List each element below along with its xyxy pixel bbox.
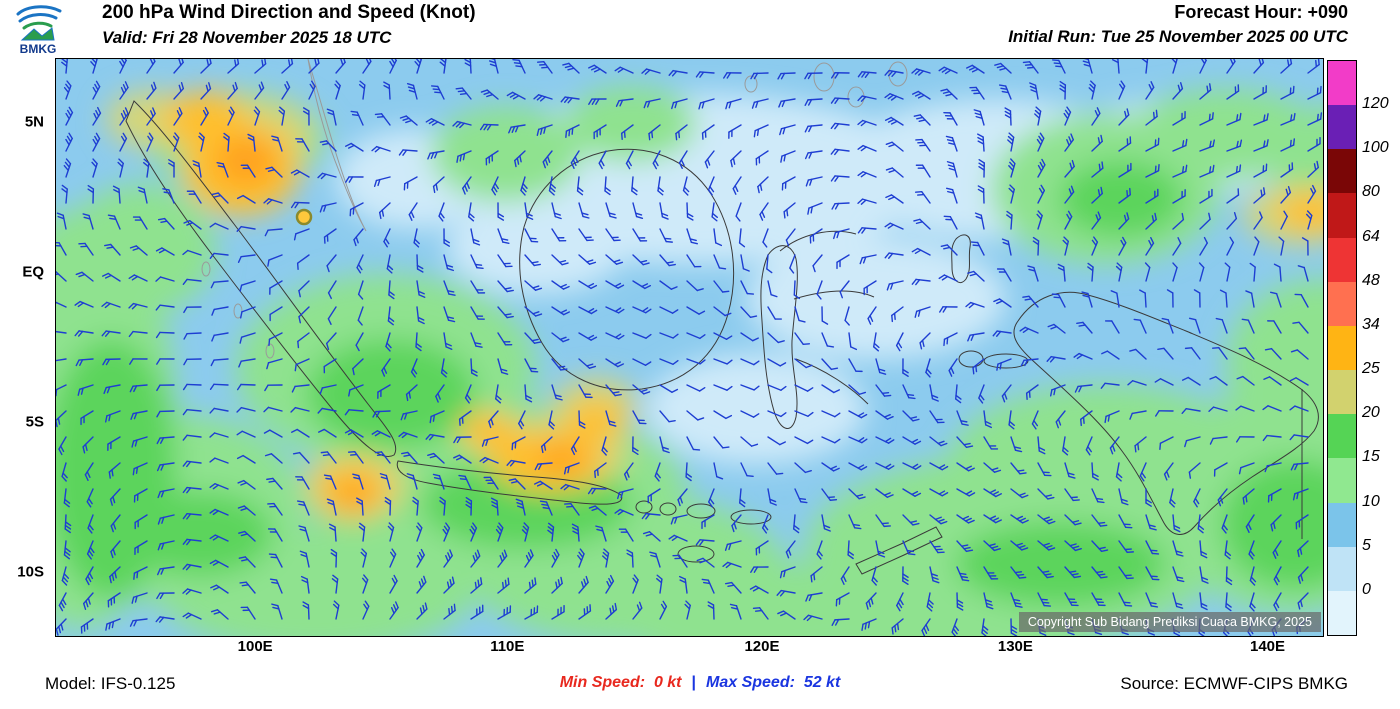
colorbar-cell [1328, 237, 1356, 282]
colorbar-cell [1328, 502, 1356, 547]
bmkg-logo-text: BMKG [20, 42, 57, 56]
bmkg-logo-icon: BMKG [16, 5, 62, 56]
colorbar-cell [1328, 458, 1356, 503]
colorbar-cell [1328, 149, 1356, 194]
colorbar-cell [1328, 281, 1356, 326]
colorbar-cell [1328, 590, 1356, 636]
colorbar-tick-label: 100 [1362, 139, 1389, 157]
lon-label: 140E [1249, 638, 1286, 655]
run-info-block: Forecast Hour: +090 Initial Run: Tue 25 … [1008, 2, 1348, 47]
wind-map: Copyright Sub Bidang Prediksi Cuaca BMKG… [55, 58, 1324, 637]
colorbar-cell [1328, 105, 1356, 150]
colorbar-tick-label: 20 [1362, 404, 1380, 422]
lat-label: 10S [17, 563, 44, 581]
forecast-hour: Forecast Hour: +090 [1174, 2, 1348, 22]
max-speed: Max Speed: 52 kt [706, 674, 841, 691]
colorbar-cell [1328, 414, 1356, 459]
min-speed: Min Speed: 0 kt [559, 674, 682, 691]
colorbar-cell [1328, 370, 1356, 415]
colorbar-tick-label: 120 [1362, 95, 1389, 113]
colorbar-tick-label: 0 [1362, 580, 1371, 598]
colorbar-tick-label: 5 [1362, 536, 1371, 554]
speed-shading-layer [56, 59, 1323, 636]
colorbar-tick-label: 10 [1362, 492, 1380, 510]
page-title: 200 hPa Wind Direction and Speed (Knot) [102, 2, 476, 23]
colorbar-tick-label: 34 [1362, 315, 1380, 333]
lon-label: 130E [997, 638, 1033, 655]
colorbar-tick-label: 48 [1362, 271, 1380, 289]
lon-axis: 100E 110E 120E 130E 140E [55, 638, 1322, 658]
lat-label: 5S [25, 413, 44, 431]
colorbar-cell [1328, 193, 1356, 238]
title-block: 200 hPa Wind Direction and Speed (Knot) … [102, 2, 476, 48]
lat-label: EQ [22, 263, 44, 281]
colorbar [1327, 60, 1357, 636]
speed-separator: | [691, 674, 696, 691]
colorbar-tick-label: 25 [1362, 360, 1380, 378]
valid-time: Valid: Fri 28 November 2025 18 UTC [102, 28, 392, 47]
bmkg-logo: BMKG [8, 2, 68, 57]
model-info: Model: IFS-0.125 [45, 674, 176, 693]
wind-barbs-layer [56, 59, 1323, 636]
lon-label: 110E [490, 638, 525, 655]
lat-label: 5N [24, 113, 44, 131]
colorbar-tick-label: 15 [1362, 448, 1380, 466]
colorbar-cell [1328, 546, 1356, 591]
initial-run: Initial Run: Tue 25 November 2025 00 UTC [1008, 27, 1348, 46]
source-info: Source: ECMWF-CIPS BMKG [1120, 674, 1348, 693]
copyright-notice: Copyright Sub Bidang Prediksi Cuaca BMKG… [1018, 612, 1321, 632]
colorbar-tick-label: 64 [1362, 227, 1380, 245]
lat-axis: 5N EQ 5S 10S [0, 58, 50, 635]
lon-label: 100E [237, 638, 273, 655]
speed-summary: Min Speed: 0 kt | Max Speed: 52 kt [480, 674, 920, 692]
colorbar-labels: 120 100 80 64 48 34 25 20 15 10 5 0 [1362, 60, 1400, 634]
colorbar-cell [1328, 325, 1356, 371]
colorbar-tick-label: 80 [1362, 183, 1380, 201]
lon-label: 120E [744, 638, 780, 655]
colorbar-cell [1328, 61, 1356, 106]
